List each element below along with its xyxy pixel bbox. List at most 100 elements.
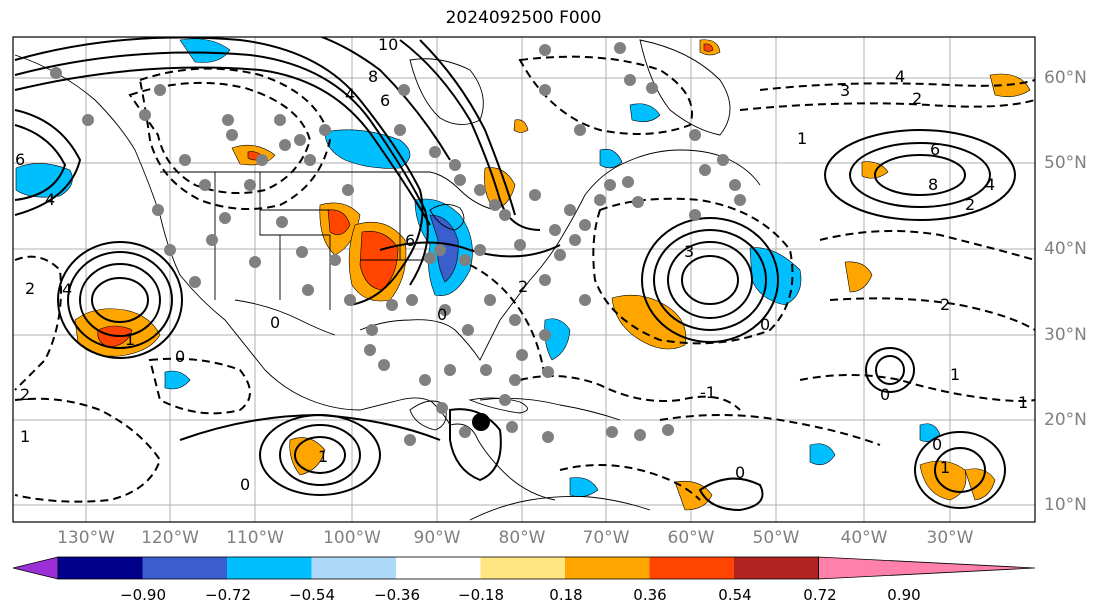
station-dot xyxy=(480,364,492,376)
station-dot xyxy=(549,224,561,236)
station-dot xyxy=(436,402,448,414)
colorbar-segment xyxy=(142,557,227,579)
contour-ring xyxy=(934,447,986,493)
station-dot xyxy=(604,179,616,191)
station-dot xyxy=(398,84,410,96)
negative-contour xyxy=(799,374,1035,402)
station-dot xyxy=(154,84,166,96)
station-dot xyxy=(444,364,456,376)
contour-ring xyxy=(865,347,915,393)
station-dot xyxy=(434,244,446,256)
contour-label: 2 xyxy=(965,195,975,214)
station-dot xyxy=(514,239,526,251)
red-region xyxy=(327,209,351,236)
contour-label: 0 xyxy=(437,305,447,324)
hurricane-marker xyxy=(472,413,490,431)
station-dot xyxy=(489,199,501,211)
jet-contour xyxy=(319,37,451,161)
station-dot xyxy=(734,194,746,206)
colorbar-tick-label: 0.54 xyxy=(718,586,752,604)
atlantic-contour xyxy=(698,477,764,512)
contour-ring xyxy=(294,436,346,474)
colorbar-segment xyxy=(480,557,565,579)
contour-ring xyxy=(79,263,161,337)
station-dot xyxy=(689,129,701,141)
caribbean-contour xyxy=(449,408,502,482)
contour-label: 1 xyxy=(318,447,328,466)
contour-ring xyxy=(653,229,767,331)
negative-contour xyxy=(739,99,1035,111)
colorbar-tick-label: 0.90 xyxy=(887,586,921,604)
contour-label: 0 xyxy=(270,313,280,332)
colorbar-segment xyxy=(565,557,650,579)
station-dot xyxy=(206,234,218,246)
contour-ring xyxy=(874,154,966,196)
contour-label: 0 xyxy=(932,435,942,454)
station-dot xyxy=(189,276,201,288)
latitude-label: 40°N xyxy=(1044,239,1087,259)
station-dot xyxy=(406,294,418,306)
dashed-contours xyxy=(14,55,1035,503)
cuba xyxy=(468,397,528,414)
station-dot xyxy=(606,426,618,438)
contour-label: 0 xyxy=(175,347,185,366)
longitude-label: 40°W xyxy=(840,528,888,548)
colorbar-tick-label: −0.36 xyxy=(374,586,420,604)
negative-contour xyxy=(469,264,546,381)
contour-ring xyxy=(641,217,779,343)
longitude-label: 80°W xyxy=(498,528,546,548)
station-dot xyxy=(529,189,541,201)
negative-contour xyxy=(819,230,1035,261)
contour-label: 4 xyxy=(45,190,55,209)
contour-label: 1 xyxy=(797,129,807,148)
blue-region xyxy=(809,443,836,466)
jet-contour xyxy=(14,66,431,226)
station-dot xyxy=(662,424,674,436)
contour-label: 2 xyxy=(940,295,950,314)
mexico-border xyxy=(234,299,336,336)
contour-ring xyxy=(824,129,1016,221)
station-dot xyxy=(594,194,606,206)
latitude-label: 30°N xyxy=(1044,325,1087,345)
colorbar-tick-label: −0.72 xyxy=(205,586,251,604)
contour-ring xyxy=(91,277,149,323)
station-dot xyxy=(219,212,231,224)
station-dot xyxy=(564,204,576,216)
station-dot xyxy=(569,234,581,246)
contour-label: 0 xyxy=(240,475,250,494)
station-dot xyxy=(539,274,551,286)
negative-contour xyxy=(829,297,1035,331)
station-dot xyxy=(424,252,436,264)
contour-ring xyxy=(57,241,183,359)
colorbar-segment xyxy=(396,557,481,579)
station-dot xyxy=(579,219,591,231)
station-dot xyxy=(717,154,729,166)
station-dot xyxy=(459,426,471,438)
colorbar xyxy=(12,556,1036,580)
station-dot xyxy=(614,42,626,54)
colorbar-extend-min xyxy=(12,556,59,580)
station-dot xyxy=(222,114,234,126)
station-dot xyxy=(539,329,551,341)
negative-contour xyxy=(559,464,701,501)
station-dot xyxy=(509,374,521,386)
jet-contour xyxy=(379,241,561,258)
contour-ring xyxy=(681,255,739,305)
colorbar-tick-label: −0.54 xyxy=(289,586,335,604)
station-dot xyxy=(319,124,331,136)
station-dot xyxy=(542,366,554,378)
blue-region xyxy=(599,148,623,169)
contour-labels: 10 8 6 4 6 6 8 4 2 4 3 2 1 4 2 0 1 2 1 3… xyxy=(15,37,1028,494)
colorbar-tick-label: −0.18 xyxy=(458,586,504,604)
negative-contour xyxy=(659,414,881,446)
station-dot xyxy=(296,246,308,258)
north-america-coast xyxy=(14,54,556,501)
colorbar-tick-label: 0.72 xyxy=(803,586,837,604)
orange-region xyxy=(861,161,889,179)
colorbar-segment xyxy=(311,557,396,579)
greenland xyxy=(639,39,731,136)
station-dot xyxy=(449,159,461,171)
contour-label: 6 xyxy=(405,231,415,250)
longitude-label: 100°W xyxy=(323,528,381,548)
contour-label: 1 xyxy=(1018,393,1028,412)
